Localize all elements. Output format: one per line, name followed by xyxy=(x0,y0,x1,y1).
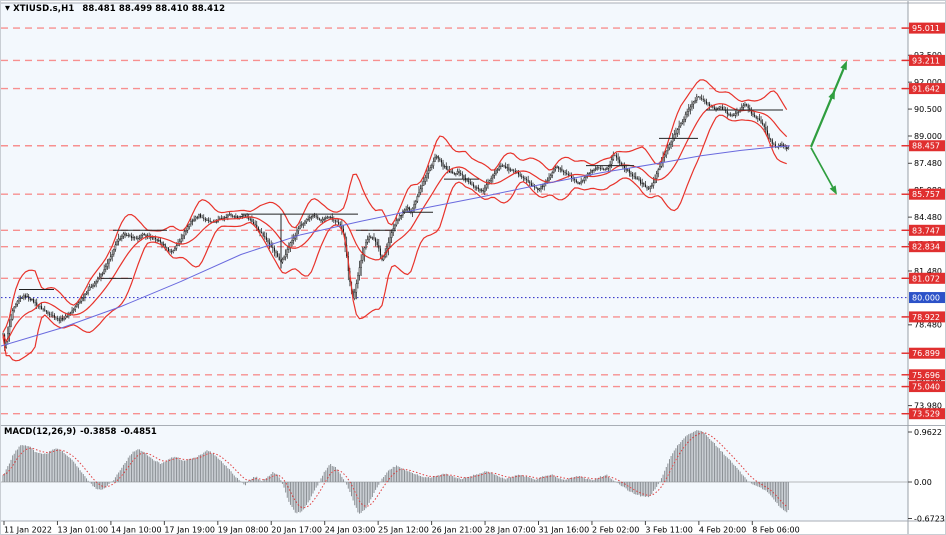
macd-tick-label: 0.00 xyxy=(914,478,932,487)
level-price-label: 75.696 xyxy=(912,371,940,380)
level-price-label-bg xyxy=(909,272,945,284)
down-trend-arrow[interactable] xyxy=(810,147,834,188)
level-price-label-bg xyxy=(909,83,945,95)
time-tick-label: 11 Jan 2022 xyxy=(4,526,52,535)
arrowhead-icon xyxy=(829,185,837,195)
drawn-trend-segments[interactable] xyxy=(19,109,783,290)
price-tick-label: 84.480 xyxy=(914,213,942,222)
level-price-label: 82.834 xyxy=(912,243,940,252)
price-pane[interactable] xyxy=(1,60,847,362)
level-price-label: 91.642 xyxy=(912,85,940,94)
time-tick-label: 19 Jan 08:00 xyxy=(218,526,269,535)
level-price-label-bg xyxy=(909,224,945,236)
price-tick-label: 78.480 xyxy=(914,321,942,330)
price-scale[interactable]: 93.50092.00090.50089.00087.48085.98084.4… xyxy=(902,22,946,420)
level-price-label: 83.747 xyxy=(912,226,940,235)
arrowhead-icon xyxy=(828,90,835,100)
level-price-label: 81.072 xyxy=(912,274,940,283)
level-price-label: 76.899 xyxy=(912,349,940,358)
price-tick-label: 87.480 xyxy=(914,159,942,168)
level-price-label: 93.211 xyxy=(912,56,940,65)
time-tick-label: 14 Jan 10:00 xyxy=(111,526,162,535)
moving-average-blue-line xyxy=(1,145,791,347)
macd-histogram xyxy=(2,430,789,514)
time-tick-label: 17 Jan 19:00 xyxy=(164,526,215,535)
time-tick-label: 26 Jan 21:00 xyxy=(432,526,483,535)
time-tick-label: 31 Jan 16:00 xyxy=(539,526,590,535)
macd-pane[interactable] xyxy=(2,430,789,514)
time-tick-label: 2 Feb 02:00 xyxy=(592,526,639,535)
level-price-label: 75.040 xyxy=(912,383,940,392)
macd-scale[interactable]: 0.9622 0.00 -0.6723 xyxy=(908,428,945,524)
macd-tick-label: 0.9622 xyxy=(914,428,942,437)
level-price-label-bg xyxy=(909,22,945,34)
level-price-label-bg xyxy=(909,311,945,323)
level-price-label-bg xyxy=(909,369,945,381)
blue-level-label-bg xyxy=(909,292,945,304)
price-tick-label: 89.000 xyxy=(914,132,942,141)
price-tick-label: 90.500 xyxy=(914,105,942,114)
time-tick-label: 20 Jan 17:00 xyxy=(271,526,322,535)
time-tick-label: 8 Feb 06:00 xyxy=(752,526,799,535)
up-trend-arrow[interactable] xyxy=(810,98,833,148)
level-price-label-bg xyxy=(909,140,945,152)
level-price-label: 73.529 xyxy=(912,410,940,419)
bollinger-lower-band xyxy=(2,114,787,362)
blue-level-label: 80.000 xyxy=(912,294,940,303)
macd-signal-line xyxy=(2,432,788,509)
level-price-label-bg xyxy=(909,54,945,66)
time-tick-label: 4 Feb 20:00 xyxy=(699,526,746,535)
level-lines xyxy=(1,27,908,415)
level-price-label: 95.011 xyxy=(912,24,940,33)
time-tick-label: 13 Jan 01:00 xyxy=(57,526,108,535)
chart-bg xyxy=(1,3,908,521)
arrowhead-icon xyxy=(840,60,847,71)
level-price-label: 88.457 xyxy=(912,142,940,151)
projection-arrows[interactable] xyxy=(809,60,847,195)
price-tick-label: 92.000 xyxy=(914,78,942,87)
level-price-label-bg xyxy=(909,381,945,393)
time-tick-label: 24 Jan 03:00 xyxy=(325,526,376,535)
level-price-label: 78.922 xyxy=(912,313,940,322)
level-price-label-bg xyxy=(909,408,945,420)
price-tick-label: 73.980 xyxy=(914,401,942,410)
price-tick-label: 81.480 xyxy=(914,267,942,276)
level-price-label-bg xyxy=(909,347,945,359)
level-price-label-bg xyxy=(909,241,945,253)
time-tick-label: 3 Feb 11:00 xyxy=(645,526,692,535)
time-tick-label: 28 Jan 07:00 xyxy=(485,526,536,535)
time-tick-label: 25 Jan 12:00 xyxy=(378,526,429,535)
level-price-label-bg xyxy=(909,188,945,200)
bollinger-middle-band xyxy=(2,103,788,342)
time-scale[interactable]: 11 Jan 2022 13 Jan 01:00 14 Jan 10:00 17 Ja… xyxy=(3,521,800,535)
macd-tick-label: -0.6723 xyxy=(914,514,945,523)
level-price-label: 85.757 xyxy=(912,190,940,199)
